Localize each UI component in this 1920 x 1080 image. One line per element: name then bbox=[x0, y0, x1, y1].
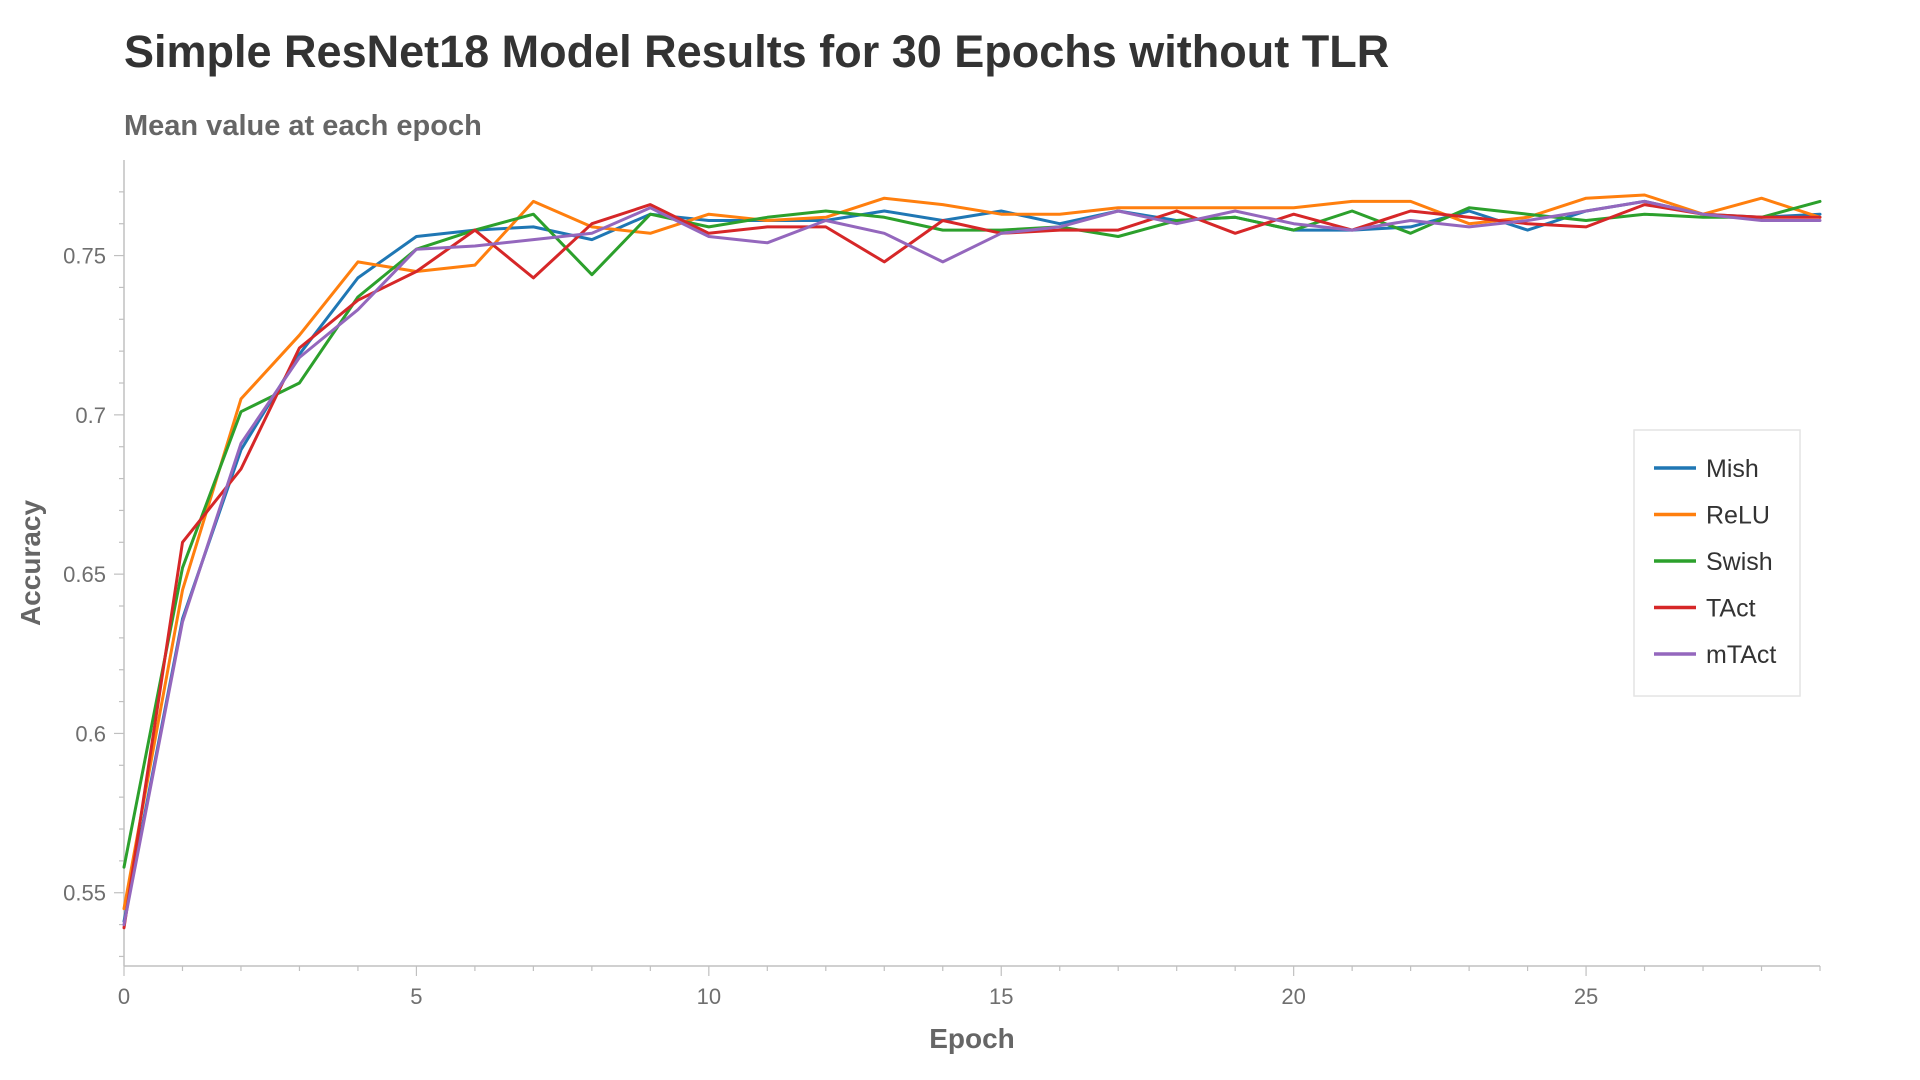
axes bbox=[123, 160, 1820, 967]
x-tick-label: 10 bbox=[697, 984, 721, 1009]
tick-group: 0 5 10 15 20 25 0.55 0.6 0.65 0.7 0.75 bbox=[63, 191, 1821, 1009]
x-tick-label: 5 bbox=[410, 984, 422, 1009]
x-tick-label: 20 bbox=[1281, 984, 1305, 1009]
series-lines bbox=[122, 193, 1822, 930]
x-tick-label: 25 bbox=[1574, 984, 1598, 1009]
y-tick-label: 0.75 bbox=[63, 244, 106, 269]
series-line-swish bbox=[122, 199, 1822, 869]
legend: Mish ReLU Swish TAct mTAct bbox=[1633, 429, 1801, 697]
chart-subtitle: Mean value at each epoch bbox=[124, 110, 482, 142]
x-axis-title: Epoch bbox=[929, 1023, 1015, 1054]
legend-label-mtact: mTAct bbox=[1706, 641, 1776, 669]
y-tick-label: 0.7 bbox=[75, 403, 106, 428]
y-axis-title: Accuracy bbox=[15, 500, 46, 627]
y-tick-label: 0.6 bbox=[75, 721, 106, 746]
series-line-relu bbox=[122, 193, 1822, 911]
legend-label-relu: ReLU bbox=[1706, 502, 1770, 530]
series-line-mish bbox=[122, 199, 1822, 923]
legend-label-mish: Mish bbox=[1706, 455, 1759, 483]
x-tick-label: 15 bbox=[989, 984, 1013, 1009]
legend-box bbox=[1633, 429, 1801, 697]
y-tick-label: 0.65 bbox=[63, 562, 106, 587]
series-line-mtact bbox=[122, 199, 1822, 927]
chart-title: Simple ResNet18 Model Results for 30 Epo… bbox=[124, 26, 1390, 77]
legend-label-tact: TAct bbox=[1706, 595, 1756, 623]
x-tick-label: 0 bbox=[118, 984, 130, 1009]
y-tick-label: 0.55 bbox=[63, 881, 106, 906]
series-line-tact bbox=[122, 203, 1822, 930]
legend-label-swish: Swish bbox=[1706, 548, 1773, 576]
